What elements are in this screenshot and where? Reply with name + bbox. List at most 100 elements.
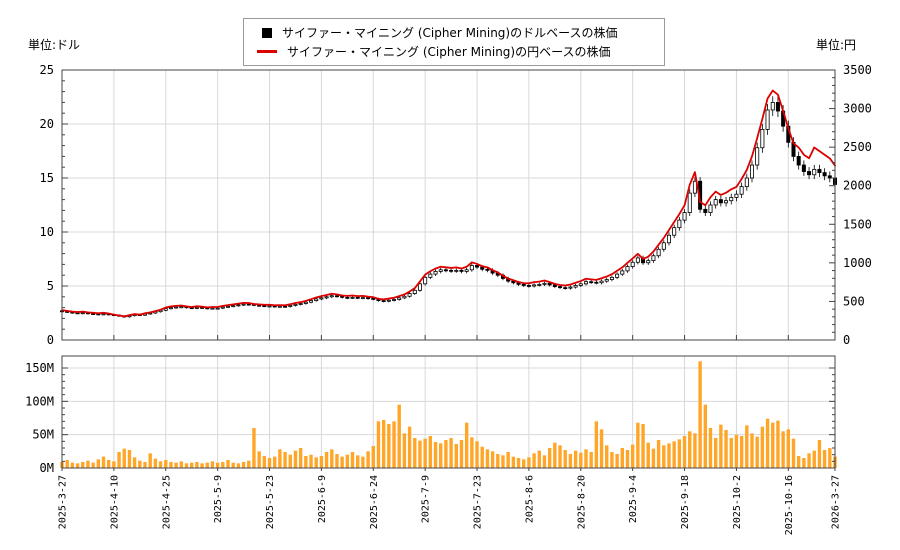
date-tick-label: 2025-10-2 — [732, 475, 743, 529]
candle-body — [402, 295, 407, 299]
volume-bar — [776, 420, 780, 468]
left-axis-tick-label: 0 — [47, 333, 54, 347]
legend-label-jpy: サイファー・マイニング (Cipher Mining)の円ベースの株価 — [287, 45, 611, 59]
candle-body — [635, 257, 640, 263]
candle-body — [552, 284, 557, 287]
volume-bar — [682, 436, 687, 468]
left-axis-tick-label: 10 — [40, 225, 54, 239]
candle-body — [537, 283, 542, 286]
candle-body — [220, 306, 225, 309]
volume-bar — [693, 433, 697, 468]
candle-body — [713, 199, 718, 206]
candle-body — [827, 175, 832, 179]
volume-bar — [418, 440, 422, 468]
candle-body — [615, 273, 620, 278]
volume-bar — [542, 455, 547, 468]
volume-bar — [449, 438, 453, 468]
volume-bar — [553, 442, 557, 468]
volume-bar — [511, 456, 516, 468]
candle-body — [262, 305, 267, 308]
volume-bar — [366, 451, 370, 468]
candle-body — [526, 285, 531, 287]
legend-label-usd: サイファー・マイニング (Cipher Mining)のドルベースの株価 — [282, 26, 618, 40]
volume-bar — [724, 430, 728, 468]
candle-body — [174, 306, 179, 309]
volume-bar — [195, 462, 199, 468]
volume-bar — [314, 457, 318, 468]
volume-axis-tick-label: 0M — [40, 461, 54, 475]
candle-body — [80, 312, 85, 315]
volume-bar — [807, 453, 811, 468]
volume-bar — [708, 428, 713, 468]
left-axis-tick-label: 5 — [47, 279, 54, 293]
volume-bar — [573, 450, 578, 468]
candle-body — [656, 248, 661, 257]
jpy-price-line — [61, 89, 836, 318]
jpy-series-line-icon — [257, 50, 277, 53]
candle-body — [708, 204, 713, 213]
candle-body — [350, 296, 355, 299]
candle-body — [412, 289, 417, 294]
date-tick-label: 2025-10-16 — [784, 475, 795, 535]
volume-bar — [283, 452, 287, 468]
usd-series-square-icon — [262, 27, 272, 38]
volume-bar — [662, 445, 666, 468]
date-tick-label: 2025-6-9 — [317, 475, 328, 523]
candle-body — [319, 297, 324, 300]
volume-bar — [812, 450, 816, 468]
volume-bar — [750, 433, 754, 468]
volume-bar — [205, 462, 209, 468]
volume-bar — [755, 436, 759, 468]
candle-body — [267, 305, 272, 308]
volume-bar — [771, 422, 775, 468]
volume-bar — [496, 454, 500, 468]
candle-body — [677, 219, 682, 229]
right-axis-tick-label: 3000 — [843, 102, 872, 116]
volume-bar — [122, 448, 126, 468]
volume-bar — [407, 426, 412, 468]
volume-bar — [584, 449, 588, 468]
volume-bar — [688, 431, 692, 468]
candle-body — [568, 286, 573, 289]
volume-bar — [117, 452, 121, 468]
candle-body — [485, 268, 490, 271]
right-axis-unit-label: 単位:円 — [815, 38, 856, 52]
volume-bar — [231, 462, 235, 468]
volume-bar — [138, 460, 142, 468]
volume-bar — [599, 429, 604, 468]
left-axis-tick-label: 25 — [40, 63, 54, 77]
candle-body — [277, 305, 282, 308]
date-tick-label: 2026-3-27 — [831, 475, 842, 529]
volume-bar — [65, 460, 69, 468]
candle-body — [765, 109, 770, 130]
volume-bar — [169, 462, 173, 468]
candle-body — [334, 295, 339, 298]
date-tick-label: 2025-7-9 — [421, 475, 432, 523]
candle-body — [583, 281, 588, 285]
candle-body — [646, 260, 651, 264]
candle-body — [246, 303, 251, 306]
volume-bar — [786, 429, 791, 468]
candle-body — [298, 303, 303, 305]
volume-bar — [257, 451, 261, 468]
candle-body — [433, 271, 438, 275]
candle-body — [210, 307, 215, 310]
date-tick-label: 2025-6-24 — [369, 475, 380, 529]
volume-bar — [70, 462, 75, 468]
candle-body — [724, 200, 729, 204]
volume-bar — [490, 451, 495, 468]
volume-bar — [480, 446, 484, 468]
volume-bar — [221, 462, 225, 468]
volume-bar — [402, 433, 407, 468]
volume-bar — [397, 404, 401, 468]
candle-body — [163, 308, 168, 311]
volume-bar — [781, 431, 785, 468]
volume-bar — [319, 456, 324, 468]
volume-bar — [579, 452, 583, 468]
volume-bar — [703, 404, 708, 468]
volume-bar — [802, 458, 806, 468]
candle-body — [739, 186, 744, 195]
candle-body — [397, 297, 402, 300]
volume-bar — [236, 463, 241, 468]
